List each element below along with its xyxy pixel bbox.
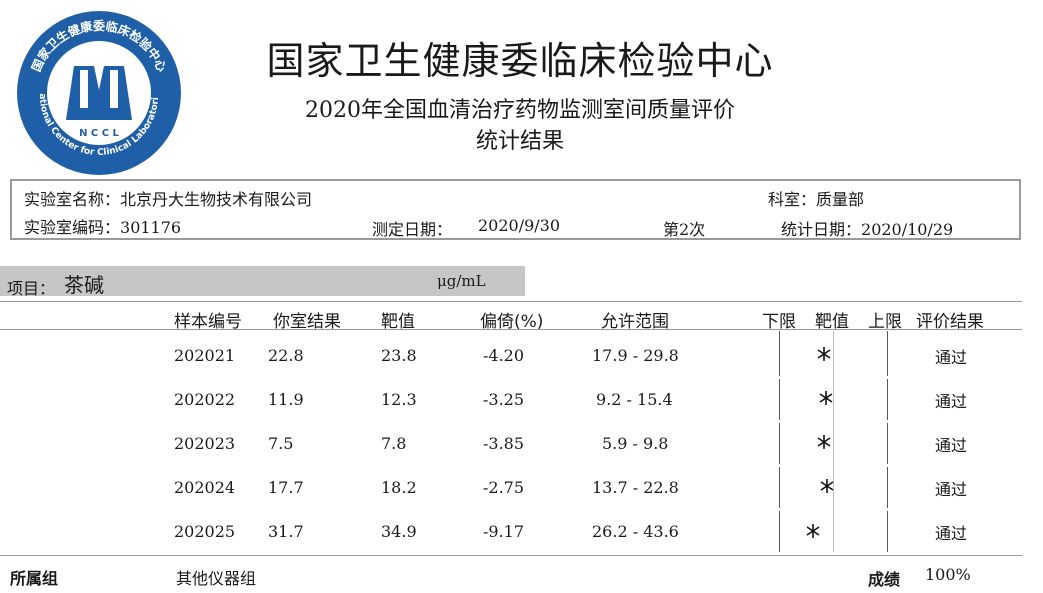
evaluation-result: 通过 — [935, 436, 968, 455]
lower-limit-line — [779, 331, 780, 376]
position-marker — [820, 479, 834, 493]
upper-limit-line — [887, 423, 888, 464]
group-name: 其他仪器组 — [176, 569, 257, 588]
lab-name-row: 实验室名称：北京丹大生物技术有限公司 — [24, 186, 312, 210]
position-marker — [817, 347, 831, 361]
target-center-line — [833, 331, 834, 552]
bias-value: -4.20 — [483, 346, 525, 365]
sample-id: 202025 — [174, 522, 236, 541]
sample-id: 202024 — [174, 478, 236, 497]
lab-name-label: 实验室名称： — [24, 190, 121, 209]
position-marker — [806, 524, 820, 538]
round-label: 第2次 — [663, 220, 706, 239]
target-value: 18.2 — [381, 478, 417, 497]
nccl-logo: 国家卫生健康委临床检验中心 National Center for Clinic… — [14, 8, 181, 175]
lab-code-label: 实验室编码： — [24, 218, 121, 237]
project-unit: μg/mL — [437, 272, 486, 290]
your-result: 17.7 — [268, 478, 304, 497]
lab-info-box — [10, 179, 1021, 240]
table-bottom-rule — [0, 555, 1022, 556]
col-header-lower: 下限 — [762, 312, 796, 332]
your-result: 31.7 — [268, 522, 304, 541]
lower-limit-line — [779, 379, 780, 420]
evaluation-result: 通过 — [935, 348, 968, 367]
col-header-sample: 样本编号 — [174, 312, 242, 332]
logo-abbr: N C C L — [79, 128, 119, 139]
allowed-range: 13.7 - 22.8 — [592, 478, 679, 497]
lab-code-row: 实验室编码：301176 — [24, 214, 181, 238]
dept: 质量部 — [816, 190, 865, 209]
target-value: 34.9 — [381, 522, 417, 541]
stat-date-label: 统计日期： — [781, 220, 862, 239]
lower-limit-line — [779, 511, 780, 552]
col-header-range: 允许范围 — [601, 312, 669, 332]
page-subtitle: 2020年全国血清治疗药物监测室间质量评价 — [305, 98, 735, 123]
lab-name: 北京丹大生物技术有限公司 — [120, 190, 313, 209]
stat-date-row: 统计日期：2020/10/29 — [781, 216, 953, 240]
lower-limit-line — [779, 423, 780, 464]
stat-date: 2020/10/29 — [861, 220, 954, 239]
group-label: 所属组 — [10, 569, 59, 588]
page-title: 国家卫生健康委临床检验中心 — [266, 39, 774, 83]
project-name: 茶碱 — [64, 273, 104, 297]
project-label: 项目： — [7, 279, 56, 298]
evaluation-result: 通过 — [935, 524, 968, 543]
bias-value: -3.25 — [483, 390, 525, 409]
your-result: 7.5 — [268, 434, 294, 453]
col-header-evaluation: 评价结果 — [916, 312, 984, 332]
col-header-your-result: 你室结果 — [273, 312, 341, 332]
bias-value: -9.17 — [483, 522, 525, 541]
dept-label: 科室： — [768, 190, 817, 209]
project-bar — [0, 266, 525, 296]
score-value: 100% — [925, 565, 971, 584]
sample-id: 202022 — [174, 390, 236, 409]
allowed-range: 26.2 - 43.6 — [592, 522, 679, 541]
sample-id: 202021 — [174, 346, 236, 365]
test-date: 2020/9/30 — [478, 216, 561, 235]
bias-value: -3.85 — [483, 434, 525, 453]
allowed-range: 9.2 - 15.4 — [596, 390, 673, 409]
test-date-label: 测定日期： — [372, 220, 453, 239]
upper-limit-line — [887, 467, 888, 508]
lab-code: 301176 — [120, 218, 182, 237]
allowed-range: 5.9 - 9.8 — [602, 434, 669, 453]
evaluation-result: 通过 — [935, 392, 968, 411]
table-top-rule — [0, 301, 1022, 302]
your-result: 11.9 — [268, 390, 304, 409]
position-marker — [819, 391, 833, 405]
bias-value: -2.75 — [483, 478, 525, 497]
score-label: 成绩 — [868, 570, 901, 589]
col-header-upper: 上限 — [868, 312, 902, 332]
page-subtitle-2: 统计结果 — [475, 129, 564, 154]
your-result: 22.8 — [268, 346, 304, 365]
position-marker — [818, 435, 831, 449]
col-header-bias: 偏倚(%) — [480, 312, 544, 332]
target-value: 12.3 — [381, 390, 417, 409]
upper-limit-line — [887, 331, 888, 376]
evaluation-result: 通过 — [935, 480, 968, 499]
target-value: 23.8 — [381, 346, 417, 365]
sample-id: 202023 — [174, 434, 236, 453]
upper-limit-line — [887, 511, 888, 552]
lower-limit-line — [779, 467, 780, 508]
col-header-target: 靶值 — [381, 312, 415, 332]
dept-row: 科室：质量部 — [768, 186, 864, 210]
col-header-target-mark: 靶值 — [815, 312, 849, 332]
table-header-rule — [0, 329, 1022, 330]
allowed-range: 17.9 - 29.8 — [592, 346, 679, 365]
target-value: 7.8 — [381, 434, 407, 453]
upper-limit-line — [887, 379, 888, 420]
